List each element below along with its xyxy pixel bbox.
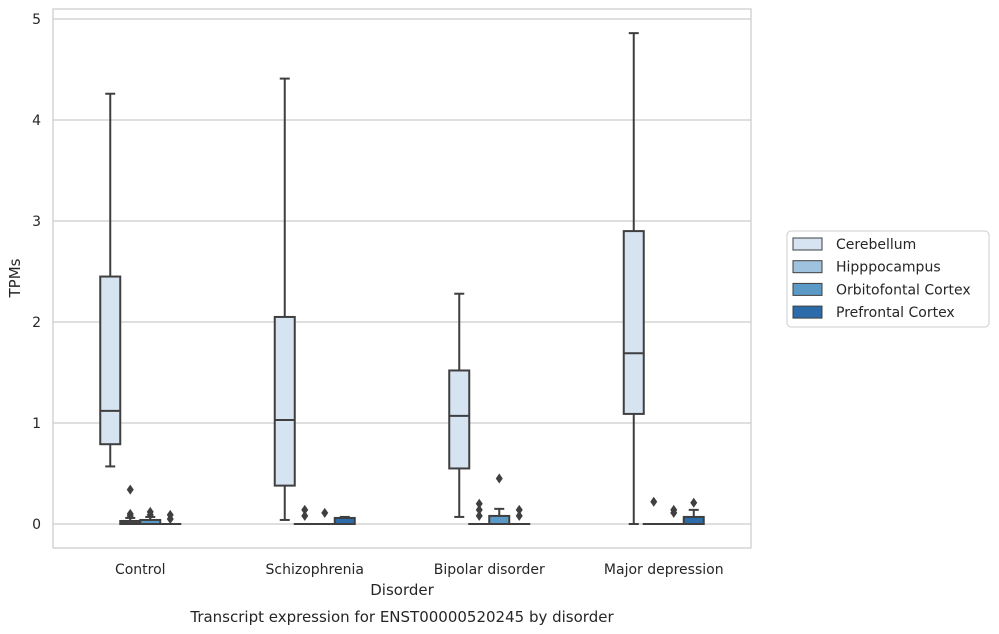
y-tick-label: 5 [32, 12, 41, 28]
y-tick-labels: 0 1 2 3 4 5 [32, 12, 41, 533]
box-4-3 [508, 504, 531, 526]
legend-swatch [792, 282, 823, 296]
outlier-point [166, 509, 174, 520]
x-tick-label: Control [115, 562, 166, 578]
outlier-point [146, 506, 154, 517]
outlier-point [126, 484, 134, 495]
outlier-point [475, 498, 483, 509]
box-1-1 [99, 92, 122, 468]
outlier-point [515, 504, 523, 515]
box-body [622, 230, 645, 415]
x-tick-label: Schizophrenia [266, 562, 364, 578]
plot-frame [52, 8, 752, 549]
box-4-4 [682, 497, 705, 525]
box-1-4 [622, 32, 645, 525]
legend-label: Cerebellum [836, 237, 916, 253]
box-3-3 [488, 473, 511, 525]
box-body [448, 369, 471, 470]
box-1-3 [448, 292, 471, 518]
outlier-point [475, 510, 483, 521]
y-tick-label: 1 [32, 416, 41, 432]
outlier-point [475, 504, 483, 515]
outlier-point [126, 510, 134, 521]
x-tick-label: Major depression [604, 562, 724, 578]
box-2-2 [293, 504, 316, 526]
box-4-1 [159, 509, 182, 526]
boxes [99, 32, 705, 526]
outlier-point [301, 504, 309, 515]
outlier-point [690, 497, 698, 508]
legend-label: Prefrontal Cortex [836, 305, 955, 321]
box-3-1 [139, 506, 162, 526]
outlier-point [650, 496, 658, 507]
box-2-3 [468, 498, 491, 526]
legend: Cerebellum Hipppocampus Orbitofontal Corte… [786, 230, 990, 328]
box-3-4 [662, 504, 685, 526]
y-tick-label: 0 [32, 517, 41, 533]
legend-swatch [792, 305, 823, 319]
chart-caption: Transcript expression for ENST0000052024… [189, 608, 614, 626]
box-4-2 [333, 515, 356, 526]
outlier-point [321, 507, 329, 518]
outlier-point [670, 504, 678, 515]
box-1-2 [273, 77, 296, 521]
outlier-point [495, 473, 503, 484]
box-3-2 [313, 507, 336, 526]
box-2-4 [642, 496, 665, 526]
y-tick-label: 4 [32, 113, 41, 129]
legend-swatch [792, 237, 823, 251]
legend-frame [786, 230, 990, 328]
box-body [273, 315, 296, 487]
x-axis-title: Disorder [370, 581, 434, 599]
y-axis-title: TPMs [6, 258, 24, 298]
legend-swatch [792, 260, 823, 274]
x-tick-label: Bipolar disorder [434, 562, 545, 578]
legend-label: Orbitofontal Cortex [836, 282, 971, 298]
box-2-1 [119, 484, 142, 525]
legend-label: Hipppocampus [836, 260, 941, 276]
box-body [99, 275, 122, 446]
y-tick-label: 3 [32, 214, 41, 230]
x-tick-labels: Control Schizophrenia Bipolar disorder Majo… [115, 562, 724, 578]
gridlines [53, 18, 751, 525]
outlier-point [301, 510, 309, 521]
y-tick-label: 2 [32, 315, 41, 331]
box-body [488, 514, 511, 525]
outlier-point [515, 510, 523, 521]
box-body [682, 515, 705, 525]
